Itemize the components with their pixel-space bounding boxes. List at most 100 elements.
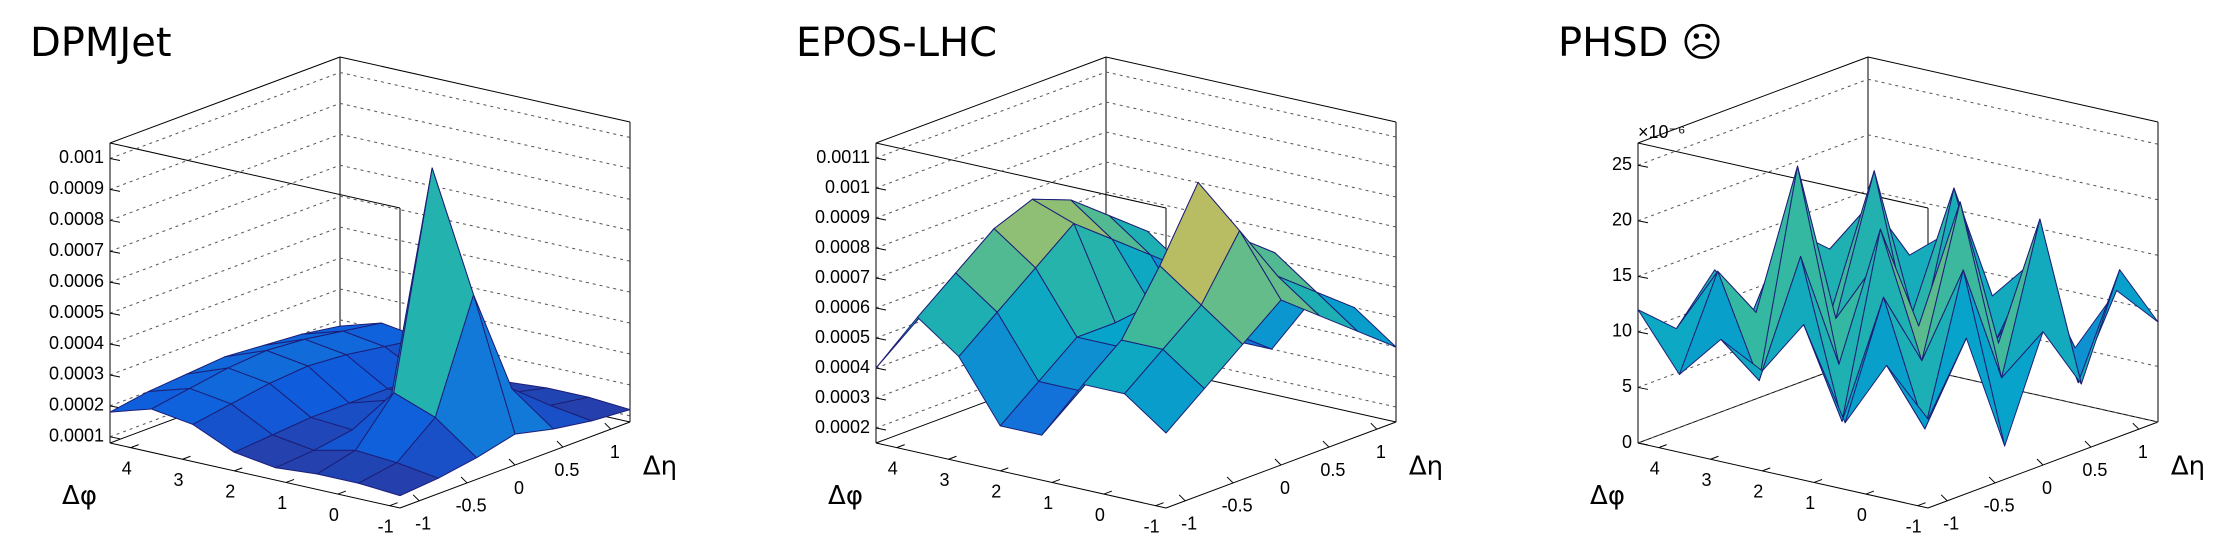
grid-line <box>109 102 341 190</box>
z-tick-label: 5 <box>1622 376 1632 396</box>
tick-mark <box>109 374 121 378</box>
tick-mark <box>1865 490 1875 495</box>
tick-mark <box>109 281 121 285</box>
y-tick-label: 1 <box>1805 493 1815 513</box>
tick-mark <box>285 478 295 483</box>
z-tick-label: 0.0002 <box>815 417 870 437</box>
box-edge <box>875 442 1167 509</box>
box-edge <box>1867 56 2159 123</box>
z-tick-label: 0.001 <box>825 177 870 197</box>
grid-line <box>875 71 1107 159</box>
z-tick-label: 15 <box>1612 265 1632 285</box>
z-tick-label: 0 <box>1622 432 1632 452</box>
x-tick-label: 1 <box>2138 442 2148 462</box>
z-tick-label: 0.0004 <box>815 357 870 377</box>
x-tick-label: 0 <box>1280 478 1290 498</box>
grid-line <box>109 164 341 252</box>
y-tick-label: 2 <box>991 482 1001 502</box>
grid-line <box>1105 71 1397 138</box>
y-tick-label: 0 <box>1857 505 1867 525</box>
tick-mark <box>1370 422 1378 430</box>
z-tick-label: 0.0007 <box>815 267 870 287</box>
grid-line <box>109 226 341 314</box>
box-edge <box>1105 56 1397 123</box>
tick-mark <box>460 476 468 484</box>
y-tick-label: 2 <box>1753 482 1763 502</box>
y-axis-label: Δφ <box>828 481 863 511</box>
y-tick-label: 3 <box>939 470 949 490</box>
x-tick-label: -0.5 <box>1984 496 2015 516</box>
z-tick-label: 10 <box>1612 321 1632 341</box>
z-tick-label: 0.0005 <box>815 327 870 347</box>
surface-cell <box>358 462 439 497</box>
tick-mark <box>556 440 564 448</box>
tick-mark <box>1637 275 1649 279</box>
panel-title: EPOS-LHC <box>796 20 997 66</box>
grid-line <box>1105 131 1397 198</box>
tick-mark <box>389 502 398 507</box>
grid-line <box>339 257 631 324</box>
z-tick-label: 0.0009 <box>815 207 870 227</box>
x-tick-label: 0 <box>514 478 524 498</box>
box-edge <box>1637 56 1869 144</box>
tick-mark <box>1762 467 1771 472</box>
tick-mark <box>130 444 139 449</box>
grid-line <box>875 101 1107 189</box>
y-tick-label: 3 <box>173 470 183 490</box>
grid-line <box>109 257 341 345</box>
x-tick-label: 0 <box>2042 478 2052 498</box>
box-edge <box>875 56 1107 144</box>
tick-mark <box>1000 467 1009 472</box>
box-edge <box>109 142 401 209</box>
tick-mark <box>875 307 887 311</box>
grid-line <box>1867 134 2159 201</box>
tick-mark <box>109 188 121 192</box>
grid-line <box>339 164 631 231</box>
tick-mark <box>1710 455 1719 460</box>
y-tick-label: 0 <box>329 505 339 525</box>
y-tick-label: -1 <box>1144 516 1160 536</box>
grid-line <box>339 288 631 355</box>
grid-line <box>339 226 631 293</box>
grid-line <box>109 288 341 376</box>
tick-mark <box>875 187 887 191</box>
tick-mark <box>1274 458 1282 466</box>
z-tick-label: 0.0006 <box>815 297 870 317</box>
tick-mark <box>109 157 121 161</box>
z-tick-label: 0.0003 <box>815 387 870 407</box>
grid-line <box>875 131 1107 219</box>
grid-line <box>875 161 1107 249</box>
grid-line <box>339 133 631 200</box>
tick-mark <box>1940 494 1948 502</box>
tick-mark <box>2084 440 2092 448</box>
tick-mark <box>875 427 887 431</box>
grid-line <box>109 71 341 159</box>
y-tick-label: 0 <box>1095 505 1105 525</box>
tick-mark <box>875 217 887 221</box>
x-tick-label: -1 <box>1943 514 1959 534</box>
tick-mark <box>2132 422 2140 430</box>
x-axis-label: Δη <box>643 452 677 482</box>
panel: DPMJet 0.0001 0.0002 0.0003 0.0004 0.0005 0.00… <box>30 20 677 536</box>
grid-line <box>1105 161 1397 228</box>
box-edge <box>109 442 401 509</box>
tick-mark <box>1637 386 1649 390</box>
grid-line <box>339 195 631 262</box>
tick-mark <box>1103 490 1113 495</box>
tick-mark <box>875 277 887 281</box>
z-tick-label: 20 <box>1612 210 1632 230</box>
tick-mark <box>1178 494 1186 502</box>
z-tick-label: 0.0005 <box>49 302 104 322</box>
y-tick-label: -1 <box>1906 516 1922 536</box>
tick-mark <box>1917 502 1926 507</box>
y-tick-label: 1 <box>1043 493 1053 513</box>
z-tick-label: 0.0008 <box>815 237 870 257</box>
panel-title: PHSD ☹ <box>1558 20 1723 66</box>
grid-line <box>1867 78 2159 145</box>
x-tick-label: 1 <box>610 442 620 462</box>
grid-line <box>109 133 341 221</box>
tick-mark <box>896 444 905 449</box>
grid-line <box>339 102 631 169</box>
y-tick-label: 1 <box>277 493 287 513</box>
